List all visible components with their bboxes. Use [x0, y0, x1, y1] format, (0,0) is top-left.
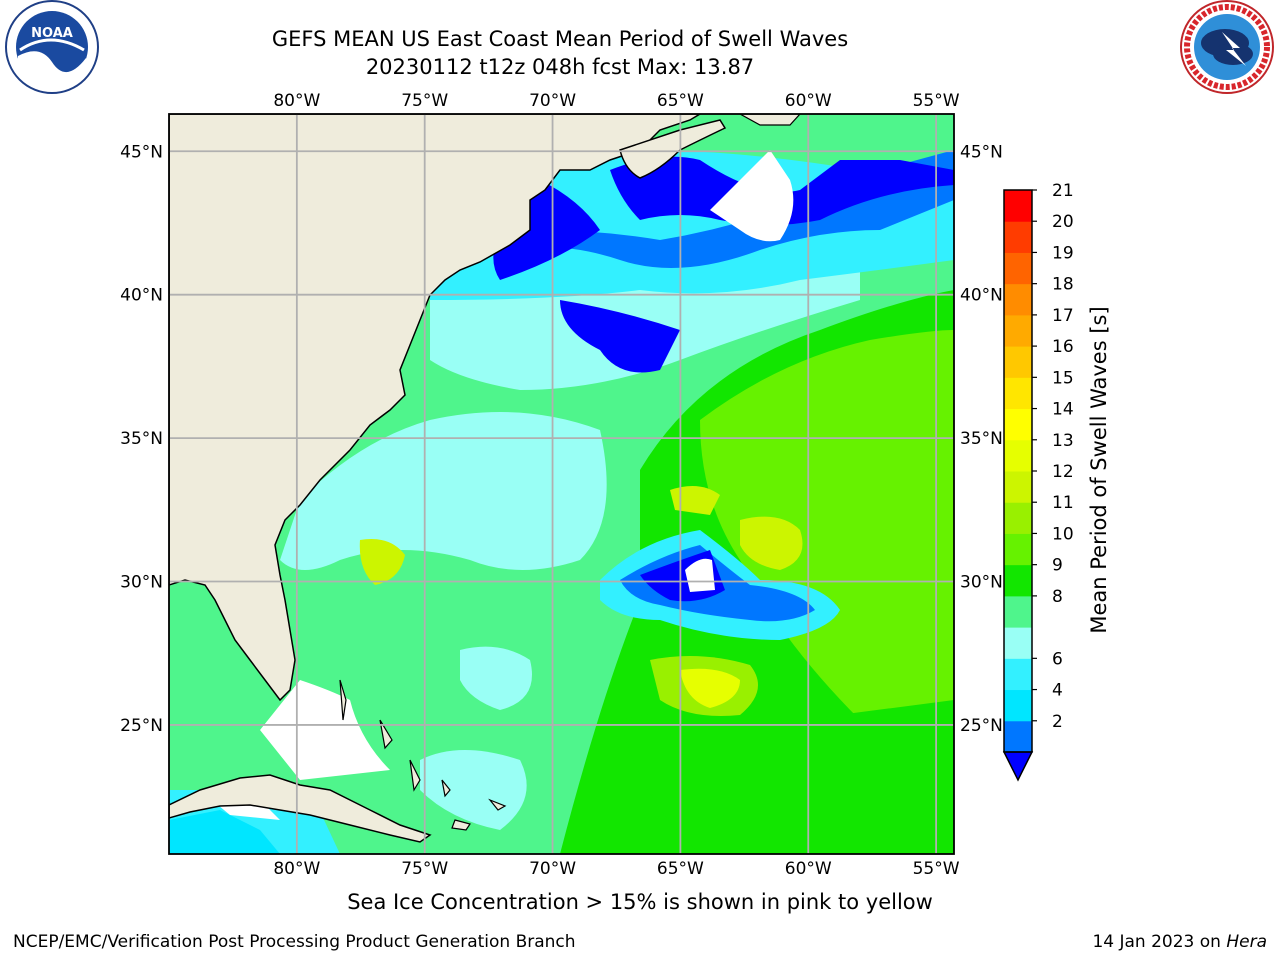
colorbar-swatch — [1004, 283, 1032, 316]
colorbar-tick-label: 14 — [1052, 400, 1074, 420]
lat-label-left: 25°N — [120, 716, 163, 736]
map-area — [169, 114, 954, 854]
colorbar: 21 20 19 18 17 16 15 14 13 12 11 10 9 8 6 4 2 — [1002, 181, 1074, 782]
chart-subtitle: 20230112 t12z 048h fcst Max: 13.87 — [365, 55, 755, 79]
colorbar-swatch — [1004, 720, 1032, 753]
lon-label-top: 75°W — [401, 91, 448, 111]
lon-label-top: 80°W — [273, 91, 320, 111]
colorbar-tick-label: 20 — [1052, 212, 1074, 232]
colorbar-swatch — [1004, 346, 1032, 378]
colorbar-swatch — [1004, 471, 1032, 503]
colorbar-swatch — [1004, 627, 1032, 659]
lon-label-bottom: 80°W — [273, 859, 320, 879]
lon-label-top: 60°W — [785, 91, 832, 111]
lat-label-right: 40°N — [960, 286, 1003, 306]
colorbar-swatch — [1004, 689, 1032, 722]
lon-label-bottom: 70°W — [529, 859, 576, 879]
colorbar-tick-label: 2 — [1052, 712, 1063, 732]
lon-label-top: 55°W — [913, 91, 960, 111]
lon-label-bottom: 55°W — [913, 859, 960, 879]
lat-label-right: 45°N — [960, 142, 1003, 162]
colorbar-tick-label: 15 — [1052, 368, 1074, 388]
lat-label-left: 45°N — [120, 142, 163, 162]
noaa-logo-text: NOAA — [31, 26, 73, 41]
colorbar-swatch — [1004, 408, 1032, 441]
colorbar-swatch — [1004, 252, 1032, 285]
colorbar-swatch — [1004, 377, 1032, 410]
colorbar-tick-label: 11 — [1052, 493, 1074, 513]
colorbar-tick-label: 17 — [1052, 306, 1074, 326]
colorbar-tick-label: 16 — [1052, 337, 1074, 357]
colorbar-tick-label: 12 — [1052, 462, 1074, 482]
colorbar-tick-label: 6 — [1052, 649, 1063, 669]
colorbar-swatch — [1004, 439, 1032, 472]
colorbar-label: Mean Period of Swell Waves [s] — [1087, 306, 1111, 633]
lon-label-top: 65°W — [657, 91, 704, 111]
colorbar-extend-arrow — [1002, 751, 1034, 782]
lat-label-left: 40°N — [120, 286, 163, 306]
lon-label-bottom: 75°W — [401, 859, 448, 879]
noaa-logo: NOAA — [5, 0, 99, 94]
colorbar-tick-label: 21 — [1052, 181, 1074, 201]
colorbar-swatch — [1004, 190, 1032, 222]
credit-host: Hera — [1226, 932, 1267, 952]
colorbar-tick-label: 18 — [1052, 275, 1074, 295]
colorbar-swatch — [1004, 314, 1032, 347]
chart-title: GEFS MEAN US East Coast Mean Period of S… — [271, 27, 849, 51]
colorbar-swatch — [1004, 658, 1032, 691]
land-cuba — [169, 774, 432, 843]
lat-label-right: 30°N — [960, 573, 1003, 593]
footer-note: Sea Ice Concentration > 15% is shown in … — [347, 890, 933, 914]
colorbar-swatch — [1004, 502, 1032, 534]
colorbar-tick-label: 19 — [1052, 243, 1074, 263]
colorbar-swatch — [1004, 564, 1032, 597]
lon-label-bottom: 65°W — [657, 859, 704, 879]
colorbar-tick-label: 9 — [1052, 556, 1063, 576]
gridlines — [169, 114, 954, 854]
lat-label-right: 35°N — [960, 429, 1003, 449]
lon-label-top: 70°W — [529, 91, 576, 111]
land-north-america — [169, 114, 702, 702]
colorbar-swatch — [1004, 595, 1032, 628]
lat-label-left: 30°N — [120, 573, 163, 593]
map-frame — [168, 113, 955, 855]
nws-logo — [1180, 0, 1274, 94]
colorbar-swatch — [1004, 221, 1032, 253]
colorbar-tick-label: 13 — [1052, 431, 1074, 451]
lon-label-bottom: 60°W — [785, 859, 832, 879]
colorbar-tick-label: 10 — [1052, 524, 1074, 544]
credit-date: 14 Jan 2023 on — [1092, 932, 1227, 952]
lat-label-left: 35°N — [120, 429, 163, 449]
credit-left: NCEP/EMC/Verification Post Processing Pr… — [13, 932, 576, 952]
credit-right: 14 Jan 2023 on Hera — [1092, 932, 1267, 952]
tick-labels: 80°W 80°W 75°W 75°W 70°W 70°W 65°W 65°W 60°W 60°W… — [120, 91, 1003, 879]
lat-label-right: 25°N — [960, 716, 1003, 736]
colorbar-swatch — [1004, 533, 1032, 566]
land-nova-scotia — [619, 119, 727, 179]
colorbar-tick-label: 4 — [1052, 681, 1063, 701]
colorbar-tick-label: 8 — [1052, 587, 1063, 607]
